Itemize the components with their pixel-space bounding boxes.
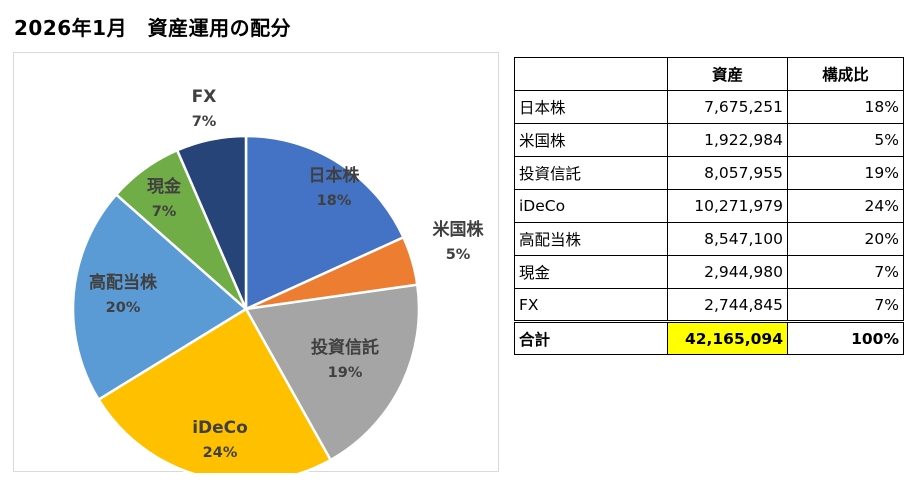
slice-label-percent: 24% [203,445,238,461]
pie-chart-svg: 日本株 18% 米国株 5% 投資信託 19% iDeCo 24% 高配当株 20% 現金 7% FX 7… [71,87,485,473]
slice-label-percent: 7% [192,114,217,130]
table-row: 現金 2,944,980 7% [514,255,904,289]
pie-chart: 日本株 18% 米国株 5% 投資信託 19% iDeCo 24% 高配当株 20% 現金 7% FX 7… [13,52,499,473]
row-value: 1,922,984 [667,123,788,157]
slice-label-percent: 7% [152,204,177,220]
slice-label-percent: 19% [328,365,363,381]
row-name: 高配当株 [514,222,668,256]
row-value: 8,547,100 [667,222,788,256]
pie-slice-2 [244,283,421,462]
slice-label-name: 高配当株 [89,272,158,293]
table-row: 高配当株 8,547,100 20% [514,222,904,256]
row-ratio: 5% [787,123,904,157]
slice-label-name: 現金 [147,176,182,197]
slice-label-name: 日本株 [309,165,361,186]
row-value: 7,675,251 [667,90,788,124]
pie-slice-4 [71,192,249,402]
total-name: 合計 [514,320,668,355]
row-name: 投資信託 [514,156,668,190]
total-ratio: 100% [787,320,904,355]
slice-label-name: 米国株 [433,219,485,240]
page-title: 2026年1月 資産運用の配分 [14,16,292,40]
row-name: iDeCo [514,189,668,223]
pie-slice-0 [244,134,406,311]
row-name: 現金 [514,255,668,289]
header-ratio: 構成比 [787,57,904,91]
table-row: iDeCo 10,271,979 24% [514,189,904,223]
asset-table: 資産 構成比 日本株 7,675,251 18% 米国株 1,922,984 5… [514,57,904,355]
slice-label-percent: 5% [446,247,471,263]
row-name: FX [514,288,668,322]
table-row: 日本株 7,675,251 18% [514,90,904,124]
header-blank [514,57,668,91]
slice-label-name: 投資信託 [311,337,379,358]
pie-slice-6 [175,134,248,310]
row-name: 日本株 [514,90,668,124]
slice-label-name: FX [192,87,217,107]
table-row: 米国株 1,922,984 5% [514,123,904,157]
row-ratio: 18% [787,90,904,124]
slice-label-percent: 20% [106,300,141,316]
row-ratio: 7% [787,288,904,322]
header-asset: 資産 [667,57,788,91]
row-value: 10,271,979 [667,189,788,223]
table-header-row: 資産 構成比 [514,57,904,91]
pie-slice-3 [96,307,333,473]
total-value: 42,165,094 [667,320,788,355]
row-ratio: 19% [787,156,904,190]
slice-label-percent: 18% [317,193,352,209]
row-value: 8,057,955 [667,156,788,190]
row-ratio: 20% [787,222,904,256]
row-value: 2,744,845 [667,288,788,322]
slice-label-name: iDeCo [192,418,248,438]
table-total-row: 合計 42,165,094 100% [514,320,904,355]
table-row: FX 2,744,845 7% [514,288,904,322]
row-name: 米国株 [514,123,668,157]
table-row: 投資信託 8,057,955 19% [514,156,904,190]
row-value: 2,944,980 [667,255,788,289]
row-ratio: 7% [787,255,904,289]
row-ratio: 24% [787,189,904,223]
